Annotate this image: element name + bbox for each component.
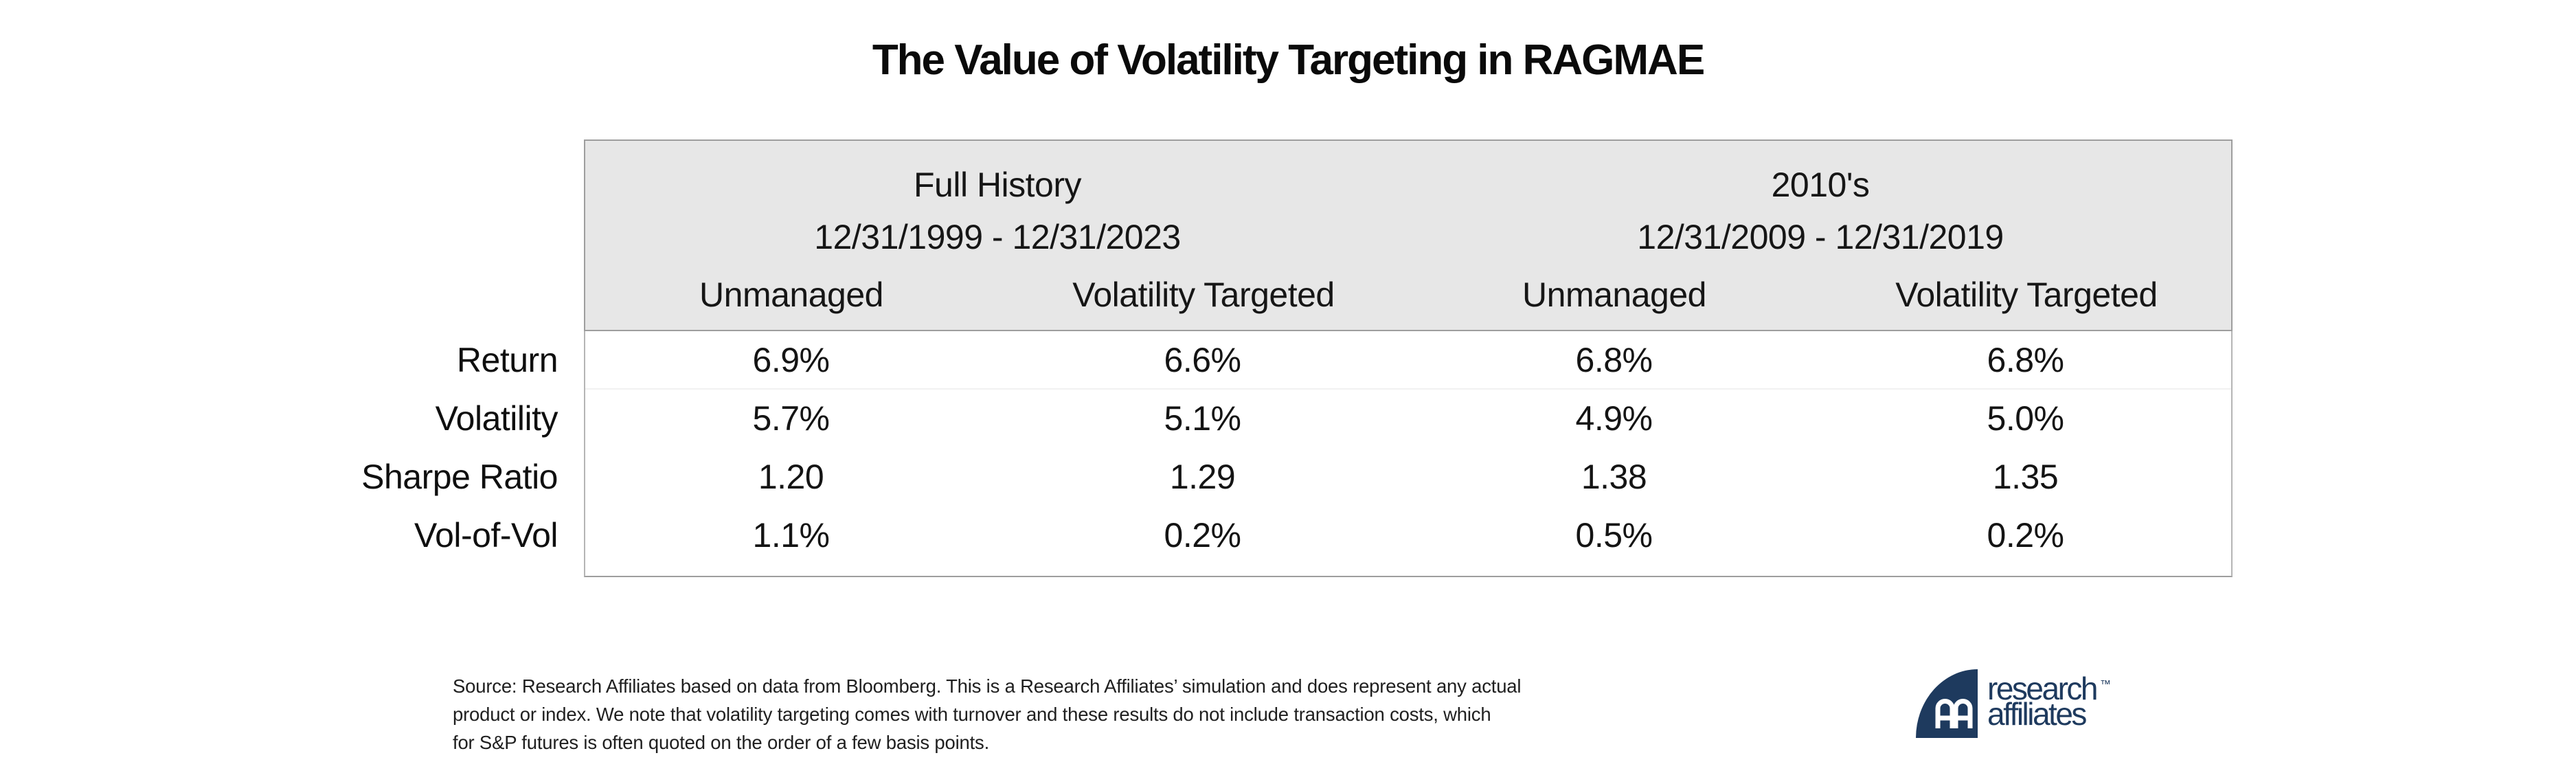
cell-volofvol-2010s-unmanaged: 0.5%	[1575, 516, 1653, 554]
ra-monogram-icon	[1935, 699, 1973, 728]
cell-return-fh-unmanaged: 6.9%	[585, 331, 997, 390]
group-label: Full History	[913, 166, 1082, 204]
cell-volofvol-fh-voltargeted: 0.2%	[1164, 516, 1241, 554]
cell-volatility-2010s-unmanaged: 4.9%	[1575, 399, 1653, 438]
cell-return-2010s-unmanaged: 6.8%	[1408, 331, 1820, 390]
header-group-full-history: Full History 12/31/1999 - 12/31/2023 Unm…	[585, 141, 1410, 330]
source-line: product or index. We note that volatilit…	[453, 704, 1491, 725]
cell-return-fh-voltargeted: 6.6%	[997, 331, 1408, 390]
row-label-return: Return	[456, 341, 558, 379]
table-header: Full History 12/31/1999 - 12/31/2023 Unm…	[584, 139, 2233, 331]
table-row: 1.1% 0.2% 0.5% 0.2%	[585, 506, 2231, 565]
group-label: 2010's	[1771, 166, 1870, 204]
cell-volofvol-fh-unmanaged: 1.1%	[752, 516, 830, 554]
logo-wordmark: research ™ affiliates	[1987, 671, 2111, 732]
cell-sharpe-fh-voltargeted: 1.29	[1169, 458, 1236, 496]
table-row: 5.7% 5.1% 4.9% 5.0%	[585, 390, 2231, 448]
cell-volatility-fh-unmanaged: 5.7%	[752, 399, 830, 438]
column-header: Volatility Targeted	[1072, 276, 1335, 314]
table-row: 6.9% 6.6% 6.8% 6.8%	[585, 331, 2231, 390]
row-label-column: Return Volatility Sharpe Ratio Vol-of-Vo…	[0, 331, 558, 565]
source-note: Source: Research Affiliates based on dat…	[453, 672, 1758, 757]
group-period: 12/31/1999 - 12/31/2023	[814, 218, 1181, 256]
table-body: 6.9% 6.6% 6.8% 6.8% 5.7% 5.1% 4.9% 5.0% …	[584, 331, 2233, 577]
column-header: Unmanaged	[699, 276, 883, 314]
column-header: Unmanaged	[1522, 276, 1706, 314]
source-line: Source: Research Affiliates based on dat…	[453, 675, 1522, 697]
logo-line-2: affiliates	[1987, 696, 2087, 732]
cell-return-2010s-voltargeted: 6.8%	[1820, 331, 2231, 390]
row-label-volatility: Volatility	[435, 399, 558, 438]
header-group-2010s: 2010's 12/31/2009 - 12/31/2019 Unmanaged…	[1408, 141, 2233, 330]
column-header: Volatility Targeted	[1895, 276, 2158, 314]
group-period: 12/31/2009 - 12/31/2019	[1637, 218, 2004, 256]
row-label-sharpe-ratio: Sharpe Ratio	[361, 458, 558, 496]
source-line: for S&P futures is often quoted on the o…	[453, 732, 990, 753]
page-title: The Value of Volatility Targeting in RAG…	[872, 36, 1705, 84]
table-row: 1.20 1.29 1.38 1.35	[585, 448, 2231, 506]
row-label-vol-of-vol: Vol-of-Vol	[414, 516, 558, 554]
cell-sharpe-fh-unmanaged: 1.20	[758, 458, 824, 496]
cell-volatility-fh-voltargeted: 5.1%	[1164, 399, 1241, 438]
research-affiliates-logo: research ™ affiliates	[1916, 669, 2204, 752]
cell-volatility-2010s-voltargeted: 5.0%	[1987, 399, 2064, 438]
cell-sharpe-2010s-voltargeted: 1.35	[1992, 458, 2059, 496]
cell-volofvol-2010s-voltargeted: 0.2%	[1987, 516, 2064, 554]
trademark-symbol: ™	[2099, 679, 2111, 691]
logo-fin-shape	[1916, 669, 1978, 738]
cell-sharpe-2010s-unmanaged: 1.38	[1581, 458, 1647, 496]
logo-line-1: research ™	[1987, 671, 2111, 706]
